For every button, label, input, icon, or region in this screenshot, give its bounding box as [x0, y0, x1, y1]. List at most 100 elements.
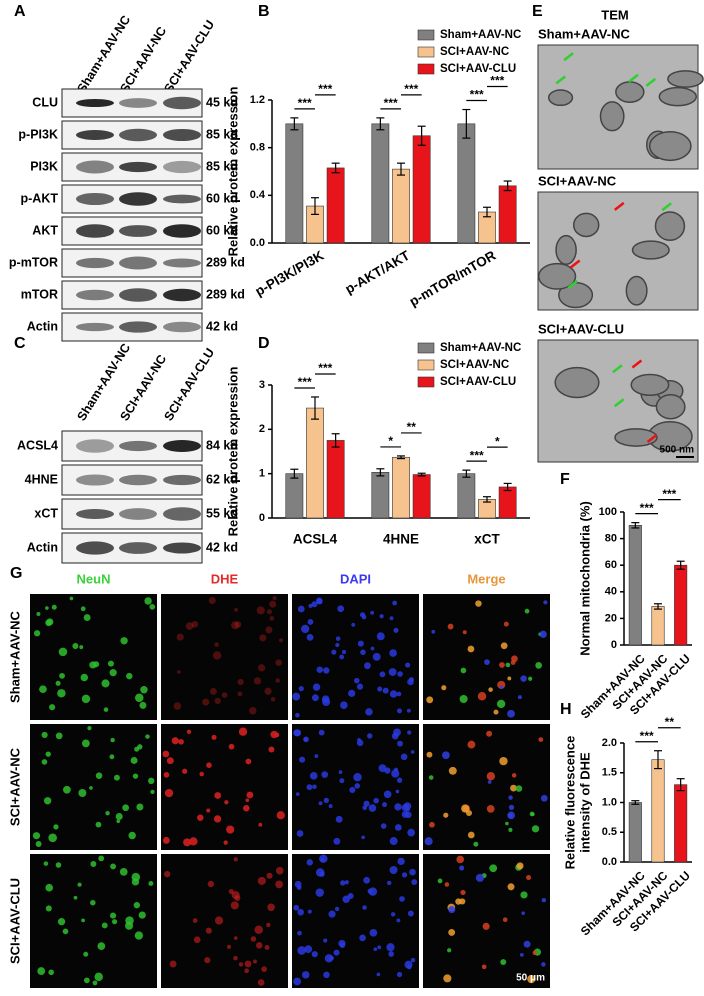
- cell: [448, 906, 456, 914]
- bar: [651, 759, 665, 863]
- cell: [339, 654, 345, 660]
- bar: [457, 123, 476, 244]
- mitochondrion: [655, 394, 686, 420]
- cell: [376, 972, 381, 977]
- cell: [340, 701, 348, 709]
- y-tick-label: 0: [611, 639, 617, 651]
- band-size: 62 kd: [206, 472, 238, 486]
- cell: [297, 908, 304, 916]
- panel-letter: H: [560, 701, 572, 718]
- cell: [43, 797, 52, 805]
- cell: [295, 792, 300, 796]
- cell: [475, 873, 484, 882]
- scale-bar-label: 500 nm: [660, 445, 695, 456]
- bar: [371, 472, 390, 519]
- cell: [403, 802, 412, 810]
- blot-band: [119, 440, 157, 452]
- y-tick-label: 2: [259, 423, 265, 435]
- bar: [498, 185, 517, 244]
- cell: [136, 803, 144, 811]
- cell: [443, 974, 452, 983]
- mitochondrion: [631, 240, 670, 260]
- cell: [296, 830, 304, 837]
- cell: [361, 614, 367, 620]
- cell: [164, 788, 174, 798]
- cell: [122, 804, 130, 812]
- tem-row-label: SCI+AAV-CLU: [538, 321, 624, 336]
- cell: [45, 883, 54, 892]
- y-tick-label: 0.0: [250, 237, 265, 249]
- cell: [48, 969, 55, 976]
- micrograph: [292, 594, 419, 720]
- cell: [383, 790, 392, 799]
- cell: [442, 751, 450, 760]
- cell: [79, 645, 84, 650]
- cell: [51, 604, 57, 610]
- cell: [311, 951, 318, 958]
- cell: [36, 612, 41, 617]
- cell: [397, 740, 403, 747]
- cell: [208, 597, 216, 605]
- bar: [326, 167, 345, 244]
- cell: [527, 974, 536, 984]
- cell: [45, 619, 52, 627]
- cell: [245, 758, 252, 765]
- cell: [297, 930, 302, 936]
- cell: [132, 773, 139, 779]
- cell: [294, 729, 302, 737]
- significance-label: ***: [318, 361, 332, 375]
- cell: [80, 673, 89, 682]
- cell: [81, 918, 85, 923]
- cell: [138, 911, 146, 919]
- cell: [389, 865, 398, 875]
- x-tick-label: p-AKT/AKT: [342, 247, 412, 296]
- cell: [206, 762, 212, 768]
- cell: [244, 968, 250, 974]
- y-tick-label: 1.0: [602, 796, 617, 808]
- panel-letter: E: [532, 3, 543, 20]
- channel-label: Merge: [467, 571, 505, 586]
- cell: [101, 922, 108, 929]
- blot-band: [163, 440, 201, 452]
- blot-band: [163, 542, 201, 554]
- cell: [110, 737, 115, 743]
- cell: [321, 771, 329, 778]
- blot-band: [76, 257, 114, 269]
- blot-band: [76, 474, 114, 486]
- blot-band: [163, 96, 201, 110]
- cell: [459, 865, 465, 871]
- cell: [205, 927, 212, 934]
- cell: [228, 743, 235, 750]
- cell: [532, 950, 537, 955]
- cell: [221, 692, 228, 698]
- blot-band: [76, 439, 114, 453]
- cell: [257, 664, 266, 672]
- cell: [467, 740, 476, 749]
- cell: [48, 833, 57, 843]
- y-tick-label: 2.0: [602, 737, 617, 749]
- cell: [295, 712, 300, 718]
- mitochondrion: [555, 234, 577, 266]
- cell: [392, 600, 398, 606]
- cell: [538, 737, 544, 742]
- cell: [360, 649, 366, 656]
- cell: [437, 878, 443, 884]
- cell: [426, 696, 434, 704]
- cell: [428, 775, 434, 780]
- cell: [400, 753, 408, 761]
- cell: [502, 917, 508, 923]
- cell: [259, 634, 267, 642]
- cell: [164, 870, 171, 878]
- cell: [370, 610, 375, 615]
- blot-band: [76, 98, 114, 108]
- cell: [359, 934, 366, 942]
- cell: [394, 803, 402, 811]
- cell: [507, 676, 512, 681]
- cell: [227, 944, 232, 949]
- arrow: [631, 359, 643, 369]
- cell: [120, 637, 128, 645]
- band-label: Actin: [27, 319, 58, 333]
- y-tick-label: 100: [599, 506, 617, 518]
- cell: [191, 620, 199, 628]
- cell: [233, 936, 238, 940]
